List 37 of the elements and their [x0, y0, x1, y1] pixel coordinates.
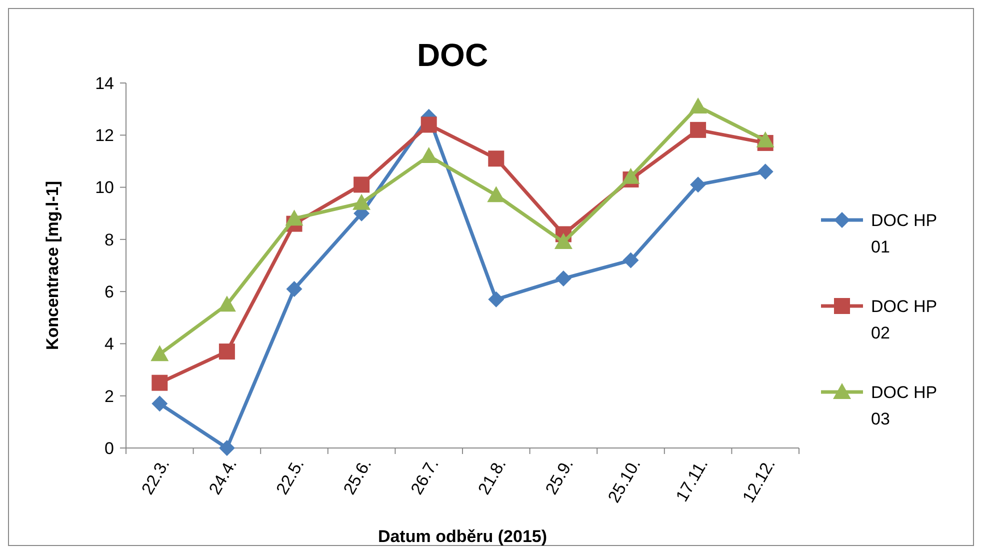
- point: [690, 176, 706, 193]
- point: [622, 252, 639, 268]
- point: [488, 150, 504, 167]
- point: [352, 194, 371, 210]
- y-tick-label: 0: [104, 438, 114, 458]
- y-tick-label: 10: [95, 178, 114, 198]
- y-tick-label: 12: [95, 126, 114, 146]
- point: [218, 344, 235, 360]
- point: [488, 291, 504, 308]
- y-tick-label: 4: [104, 334, 114, 354]
- point: [152, 374, 168, 391]
- y-tick-label: 14: [95, 74, 114, 93]
- point: [150, 345, 169, 362]
- y-tick-label: 6: [104, 282, 114, 302]
- point: [152, 396, 168, 412]
- point: [487, 186, 506, 202]
- point: [756, 131, 774, 148]
- point: [285, 210, 304, 226]
- legend-label: DOC HP 01: [871, 210, 938, 256]
- point: [622, 168, 640, 184]
- point: [218, 440, 235, 456]
- y-tick-label: 8: [104, 230, 114, 250]
- y-axis-title: Koncentrace [mg.l-1]: [43, 180, 62, 350]
- chart-title: DOC: [416, 37, 488, 73]
- y-tick-label: 2: [104, 386, 114, 406]
- x-axis-title: Datum odběru (2015): [378, 527, 548, 546]
- point: [555, 270, 572, 287]
- point: [554, 233, 572, 250]
- point: [286, 280, 302, 297]
- legend-label: DOC HP 03: [871, 382, 938, 428]
- point: [757, 164, 774, 180]
- point: [420, 116, 437, 133]
- point: [689, 97, 708, 114]
- point: [354, 176, 370, 193]
- point: [690, 122, 706, 138]
- point: [420, 147, 438, 163]
- legend-label: DOC HP 02: [871, 296, 938, 342]
